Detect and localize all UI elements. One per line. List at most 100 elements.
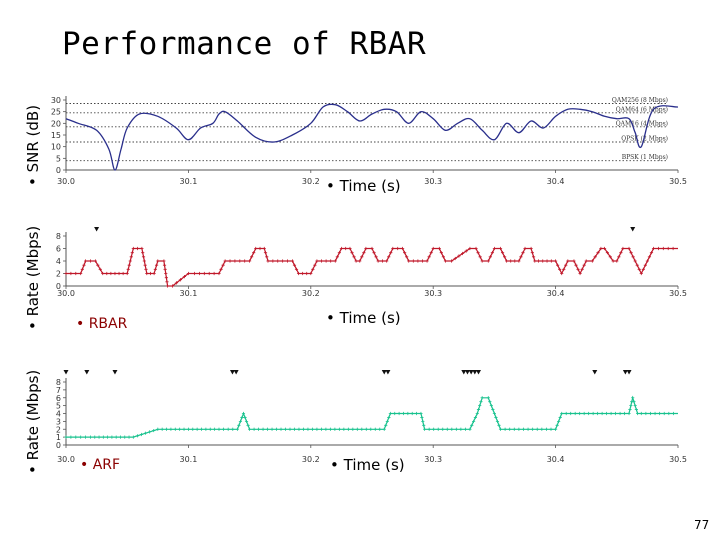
data-point [562,267,566,271]
event-marker [112,370,118,375]
data-point [427,427,431,431]
data-point [393,411,397,416]
x-tick-label: 30.4 [547,177,565,186]
data-point [199,427,204,431]
data-point [97,435,101,439]
data-point [152,271,156,276]
slide-title: Performance of RBAR [62,26,427,62]
data-point [633,259,637,263]
data-point [474,246,478,251]
data-point [519,255,523,259]
data-point [281,259,285,263]
data-point [64,271,68,276]
data-point [389,251,393,255]
data-point [297,427,301,431]
data-point [263,251,268,255]
data-point [564,411,568,416]
data-point [333,259,337,263]
data-point [113,271,117,276]
data-point [237,423,241,427]
data-point [217,427,221,431]
data-point [250,255,254,259]
data-point [631,396,635,400]
data-point [554,259,558,263]
data-point [488,400,492,404]
data-point [629,404,633,408]
data-point [261,427,265,431]
data-point [476,251,480,255]
data-point [223,259,227,263]
data-point [311,267,315,271]
data-point [593,255,597,259]
data-point [93,435,97,439]
data-point [101,435,105,439]
data-point [106,435,110,439]
y-tick-label: 4 [56,410,61,419]
data-point [117,271,121,276]
data-point [129,255,133,259]
data-point [590,259,594,263]
x-tick-label: 30.3 [424,455,442,464]
data-point [376,259,380,263]
data-point [463,427,467,431]
y-tick-label: 0 [56,282,61,291]
data-point [213,427,217,431]
data-point [437,246,441,251]
data-point [285,259,290,263]
data-point [637,267,641,271]
threshold-label: QAM256 (8 Mbps) [612,97,668,104]
data-point [241,411,246,416]
data-point [301,427,306,431]
data-point [494,415,498,420]
data-point [647,255,652,259]
data-point [421,419,425,423]
data-point [531,255,536,259]
data-point [310,427,315,431]
data-point [605,411,609,416]
event-marker [626,370,632,375]
data-point [141,251,145,255]
data-point [453,256,457,261]
data-point [613,411,618,416]
data-point [611,259,615,263]
x-tick-label: 30.4 [547,289,565,298]
data-point [671,411,676,416]
data-point [667,411,671,416]
page-number: 77 [694,518,710,532]
data-point [473,415,478,420]
data-point [621,246,625,251]
data-point [498,246,503,251]
data-point [580,267,584,271]
data-point [549,427,553,431]
data-point [628,407,632,412]
data-point [513,259,517,263]
data-point [521,427,526,431]
data-point [243,415,247,420]
data-point [587,411,591,416]
data-point [441,255,445,259]
data-point [358,259,362,263]
data-point [432,427,436,431]
data-point [173,427,177,431]
data-point [405,255,409,259]
data-point [497,423,501,427]
data-point [471,419,476,423]
data-point [478,255,482,259]
rbar-label: • RBAR [76,316,128,332]
data-point [420,259,425,263]
y-tick-label: 15 [51,131,61,140]
data-point [495,419,500,423]
data-point [64,435,68,439]
data-point [508,427,512,431]
data-point [492,246,496,251]
y-tick-label: 1 [56,433,61,442]
y-tick-label: 7 [56,386,61,395]
data-point [364,246,368,251]
event-marker [468,370,474,375]
y-tick-label: 20 [51,119,61,128]
data-point [204,427,208,431]
data-point [503,255,507,259]
data-point [468,246,472,251]
data-point [279,427,283,431]
data-point [228,259,232,263]
